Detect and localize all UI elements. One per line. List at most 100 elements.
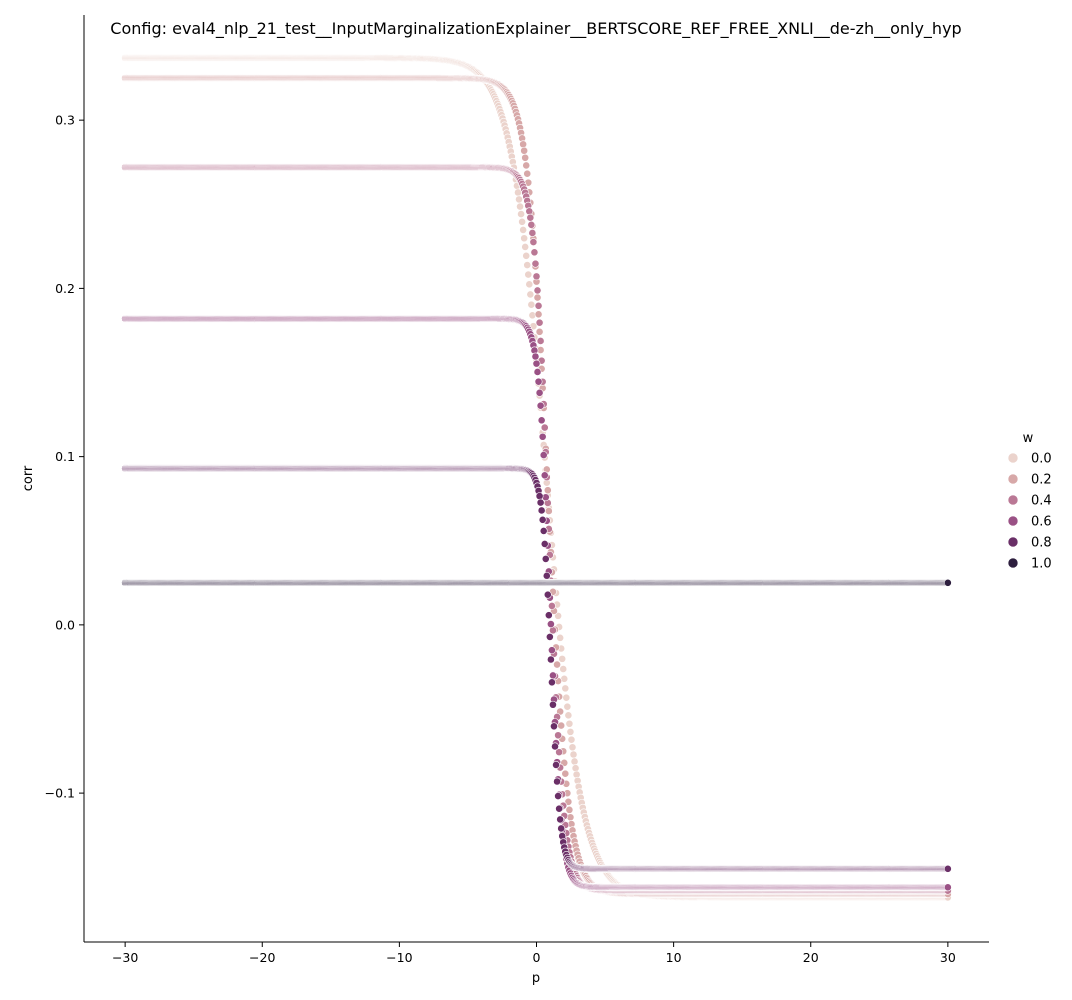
data-point — [538, 515, 547, 524]
data-point — [528, 229, 537, 237]
data-point — [540, 471, 549, 480]
data-point — [943, 883, 952, 892]
data-point — [521, 153, 530, 162]
data-point — [943, 864, 952, 873]
data-point — [542, 571, 551, 580]
data-point — [564, 711, 573, 720]
data-point — [535, 388, 544, 397]
data-point — [561, 769, 570, 778]
data-point — [522, 161, 531, 170]
series-0.4 — [121, 163, 952, 895]
legend-label: 0.6 — [1031, 515, 1052, 530]
data-point — [525, 207, 534, 216]
data-point — [545, 633, 554, 641]
data-point — [544, 507, 553, 515]
data-point — [523, 261, 532, 269]
x-tick-label: 10 — [666, 950, 682, 965]
data-point — [543, 590, 552, 599]
data-point — [534, 301, 543, 310]
data-point — [562, 693, 571, 702]
data-point — [532, 359, 541, 368]
y-tick-label: 0.1 — [55, 449, 75, 464]
x-tick-label: 0 — [533, 950, 541, 965]
data-point — [519, 226, 528, 234]
series-1.0 — [121, 578, 952, 587]
chart-title: Config: eval4_nlp_21_test__InputMarginal… — [110, 19, 961, 39]
legend-marker — [1007, 536, 1019, 548]
data-point — [554, 731, 562, 740]
data-point — [523, 169, 532, 178]
data-point — [557, 824, 566, 833]
data-point — [569, 750, 578, 759]
data-point — [536, 401, 545, 410]
data-point — [524, 270, 533, 279]
legend-label: 0.0 — [1031, 452, 1052, 467]
data-point — [535, 327, 544, 336]
legend-label: 0.4 — [1031, 494, 1052, 509]
y-tick-label: −0.1 — [45, 786, 75, 801]
data-point — [530, 248, 539, 257]
legend-title: w — [1023, 431, 1034, 446]
legend-label: 0.8 — [1031, 536, 1052, 551]
data-point — [551, 742, 559, 751]
data-point — [534, 310, 543, 319]
data-point — [520, 234, 529, 243]
data-point — [517, 210, 525, 218]
data-point — [565, 805, 574, 814]
data-point — [536, 337, 545, 345]
data-point — [544, 611, 553, 620]
legend-label: 0.2 — [1031, 473, 1052, 488]
x-axis-label: p — [532, 971, 540, 986]
data-point — [525, 280, 534, 289]
data-point — [549, 700, 557, 709]
data-point — [540, 540, 549, 548]
data-point — [548, 602, 556, 610]
data-point — [541, 554, 550, 563]
data-point — [548, 646, 556, 655]
data-point — [526, 213, 535, 222]
data-point — [515, 195, 523, 204]
x-tick-label: −10 — [386, 950, 412, 965]
data-point — [555, 804, 564, 813]
data-point — [556, 815, 565, 824]
data-point — [553, 777, 561, 786]
x-tick-label: −20 — [249, 950, 275, 965]
data-point — [535, 318, 544, 327]
data-point — [553, 660, 561, 669]
data-point — [537, 416, 546, 425]
data-point — [527, 300, 536, 309]
data-point — [563, 702, 572, 711]
data-point — [570, 757, 579, 766]
legend: w 0.0 0.2 0.4 0.6 0.8 1.0 — [1007, 431, 1052, 572]
series-0.8 — [121, 464, 952, 873]
data-point — [559, 665, 568, 673]
data-point — [520, 146, 529, 155]
data-point — [537, 506, 546, 515]
data-point — [566, 727, 575, 736]
data-point — [533, 368, 542, 376]
data-point — [516, 202, 524, 211]
points-layer — [121, 54, 952, 902]
data-point — [538, 432, 547, 441]
data-point — [539, 527, 548, 535]
data-point — [567, 735, 576, 744]
data-point — [549, 671, 557, 680]
x-tick-label: 20 — [803, 950, 819, 965]
y-tick-label: 0.2 — [55, 281, 75, 296]
data-point — [519, 140, 528, 149]
series-0.6 — [121, 314, 952, 892]
data-point — [565, 719, 574, 728]
data-point — [943, 578, 952, 587]
y-ticks: −0.10.00.10.20.3 — [45, 113, 84, 801]
data-point — [552, 761, 560, 769]
legend-marker — [1007, 473, 1019, 485]
legend-label: 1.0 — [1031, 557, 1052, 572]
data-point — [554, 792, 562, 800]
y-axis-label: corr — [21, 465, 36, 491]
data-point — [543, 486, 552, 495]
data-point — [540, 423, 549, 432]
data-point — [531, 352, 540, 361]
x-tick-label: 30 — [940, 950, 956, 965]
data-point — [558, 654, 567, 663]
